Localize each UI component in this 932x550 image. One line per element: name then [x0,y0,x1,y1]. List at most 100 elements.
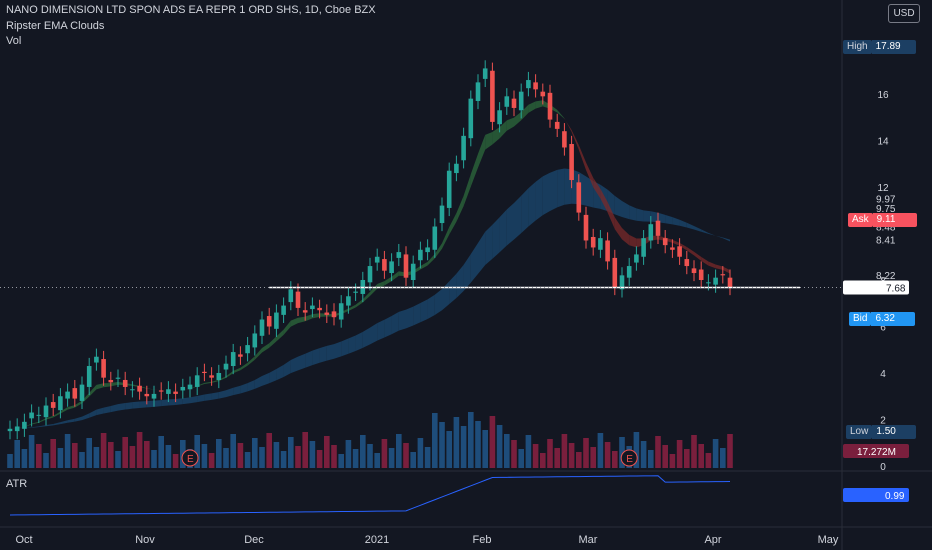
ema-cloud-short-segment [312,313,320,319]
candle-body [547,92,553,120]
ema-cloud-short-segment [463,174,471,207]
ema-cloud-short-segment [622,227,630,246]
ema-cloud-long-segment [319,345,327,363]
ema-cloud-long-segment [118,403,126,411]
candle-body [230,352,236,367]
volume-bar [230,434,236,468]
candle-body [511,98,517,108]
ema-cloud-short-segment [348,304,356,311]
volume-bar [590,447,596,468]
ema-cloud-long-segment [470,243,478,283]
volume-bar [28,435,35,468]
currency-button[interactable]: USD [888,4,920,23]
candle-body [382,259,387,271]
ema-cloud-short-segment [506,117,514,131]
ema-cloud-long-segment [708,232,716,236]
volume-bar [144,441,150,468]
volume-bar [496,425,503,468]
time-axis-tick: Oct [15,534,32,546]
ema-cloud-short-segment [499,120,507,139]
ema-cloud-long-segment [89,409,97,418]
volume-bar [424,447,431,468]
ema-cloud-long-segment [74,416,82,422]
ema-cloud-long-segment [694,225,702,232]
indicator-ema-clouds-label[interactable]: Ripster EMA Clouds [6,20,105,32]
price-level-label: 8.41 [876,236,896,247]
candle-body [108,379,114,383]
volume-bar [115,451,121,468]
candle-body [605,240,610,262]
ema-cloud-short-segment [269,336,277,348]
ema-cloud-long-segment [175,398,183,405]
candle-body [367,266,373,283]
ema-cloud-long-segment [686,222,694,230]
candle-body [562,131,567,148]
ema-cloud-long-segment [456,264,464,299]
volume-bar [43,453,49,468]
candle-body [590,236,596,248]
ema-cloud-short-segment [586,162,594,188]
ema-cloud-short-segment [10,428,18,429]
volume-bar [100,433,107,468]
ema-cloud-long-segment [665,214,673,225]
volume-bar [367,444,373,468]
volume-bar [446,431,452,468]
atr-label[interactable]: ATR [6,478,28,490]
time-axis-tick: Apr [704,534,721,546]
ema-cloud-long-segment [110,404,118,413]
time-axis-tick: 2021 [365,534,389,546]
ema-cloud-short-segment [370,284,378,296]
price-level-label: 8.22 [876,271,896,282]
volume-bar [201,444,208,468]
candle-body [634,254,639,263]
candle-body [266,316,272,327]
volume-bar [352,449,359,468]
ema-cloud-long-segment [355,331,363,352]
time-axis-tick: Mar [579,534,598,546]
candle-body [166,389,171,394]
candle-body [144,393,150,397]
ema-cloud-short-segment [74,400,82,408]
ema-cloud-long-segment [643,210,651,222]
volume-bar [525,435,532,468]
candle-body [698,269,704,280]
volume-bar [540,453,546,468]
candle-body [346,296,351,306]
volume-bar [698,444,704,468]
candle-body [259,319,265,336]
ema-cloud-short-segment [305,314,313,322]
ema-cloud-long-segment [463,254,471,291]
volume-bar [93,447,100,468]
candle-body [86,366,92,387]
ema-cloud-short-segment [600,188,608,213]
volume-bar [489,416,496,468]
ema-cloud-long-segment [161,399,169,407]
ema-cloud-short-segment [384,276,392,286]
ema-cloud-short-segment [571,129,579,150]
ema-cloud-long-segment [53,422,61,426]
volume-bar [460,426,467,468]
ema-cloud-long-segment [658,212,666,224]
ema-cloud-short-segment [478,134,486,168]
price-level-label: 8.48 [876,223,896,234]
volume-bar [712,439,719,468]
candle-body [403,254,409,278]
candle-body [554,121,560,129]
indicator-volume-label[interactable]: Vol [6,35,22,47]
ema-cloud-long-segment [211,392,219,400]
volume-bar [554,448,560,468]
candle-body [22,421,27,429]
volume-bar [705,453,712,468]
candle-body [331,311,337,318]
candle-body [173,391,178,394]
candle-body [612,257,618,287]
ema-cloud-short-segment [298,316,306,324]
ema-cloud-long-segment [38,425,46,428]
ema-cloud-short-segment [110,381,118,387]
volume-bar [676,440,683,468]
volume-bar [475,421,481,468]
candle-body [446,170,452,208]
candle-body [583,214,589,241]
ema-cloud-short-segment [514,111,522,127]
